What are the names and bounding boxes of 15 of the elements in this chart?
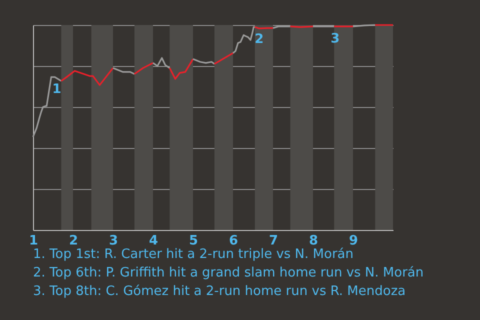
x-tick-label: 8 <box>308 234 318 248</box>
text: 2. Top 6th: P. Griffith hit a grand slam home run vs N. Morán <box>33 266 424 280</box>
x-tick-label: 7 <box>268 234 278 248</box>
x-tick-label: 2 <box>68 234 78 248</box>
annotation: 2 <box>254 32 264 48</box>
x-tick-label: 4 <box>148 234 158 248</box>
x-tick-label: 1 <box>28 234 38 248</box>
x-tick-label: 3 <box>108 234 118 248</box>
annotation: 3 <box>330 31 340 46</box>
text: 3. Top 8th: C. Gómez hit a 2-run home run vs R. Mendoza <box>33 284 406 299</box>
x-tick-label: 5 <box>188 234 198 248</box>
annotation: 1 <box>52 82 62 98</box>
x-tick-label: 6 <box>228 234 238 248</box>
x-tick-label: 9 <box>348 234 358 248</box>
text: 1. Top 1st: R. Carter hit a 2-run triple vs N. Morán <box>33 247 354 262</box>
